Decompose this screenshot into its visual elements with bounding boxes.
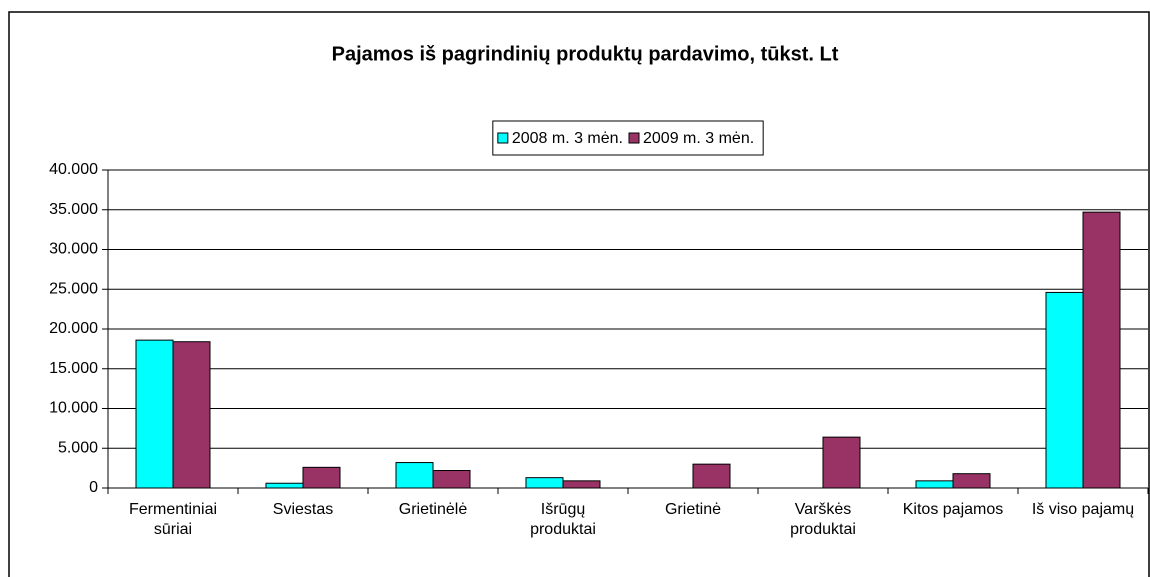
legend-label: 2009 m. 3 mėn. [643, 130, 754, 147]
y-tick-label: 5.000 [58, 439, 98, 456]
legend-box [492, 120, 764, 156]
bar [265, 482, 304, 489]
y-tick-label: 0 [89, 479, 98, 496]
bar [432, 470, 471, 489]
x-tick-label: Sviestas [272, 501, 334, 518]
y-tick-label: 35.000 [49, 201, 98, 218]
bar [822, 436, 861, 489]
legend-swatch [628, 132, 640, 144]
bar [562, 480, 601, 489]
x-tick-label: Kitos pajamos [902, 501, 1004, 518]
bar [135, 339, 174, 489]
y-tick-label: 25.000 [49, 280, 98, 297]
x-tick-label: Grietinėlė [398, 501, 468, 518]
y-tick-label: 20.000 [49, 320, 98, 337]
x-tick-label: Grietinė [664, 501, 722, 518]
x-tick-label: Iš viso pajamų [1031, 501, 1135, 518]
x-tick-label: Varškės produktai [790, 501, 856, 538]
y-tick-label: 40.000 [49, 161, 98, 178]
y-tick-label: 10.000 [49, 400, 98, 417]
chart-title: Pajamos iš pagrindinių produktų pardavim… [332, 43, 839, 65]
bar [525, 477, 564, 489]
bar [952, 473, 991, 489]
bar [172, 341, 211, 489]
bar [302, 466, 341, 489]
x-tick-label: Išrūgų produktai [530, 501, 596, 538]
legend-swatch [497, 132, 509, 144]
bar [1045, 291, 1084, 489]
bar [1082, 211, 1121, 489]
y-tick-label: 30.000 [49, 241, 98, 258]
x-tick-label: Fermentiniai sūriai [128, 501, 218, 538]
bar [395, 462, 434, 489]
y-tick-label: 15.000 [49, 360, 98, 377]
chart-border [8, 11, 1150, 577]
bar [915, 480, 954, 489]
bar [692, 463, 731, 489]
legend-label: 2008 m. 3 mėn. [512, 130, 623, 147]
